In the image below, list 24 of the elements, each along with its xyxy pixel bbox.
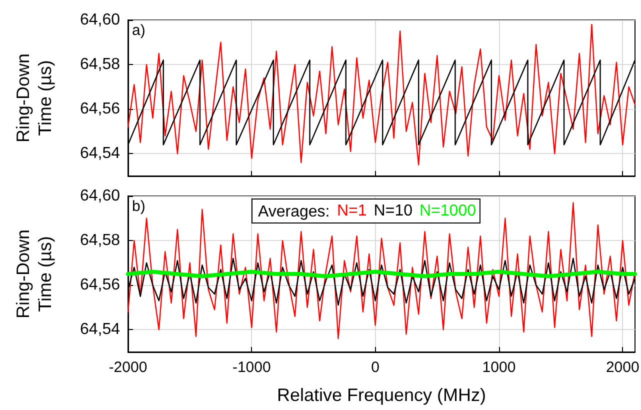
- x-axis-title: Relative Frequency (MHz): [276, 385, 486, 405]
- y-tick-label: 64,58: [80, 232, 120, 250]
- x-tick-label: 2000: [606, 359, 640, 376]
- y-tick-label: 64,58: [80, 56, 120, 74]
- x-tick-label: 1000: [482, 359, 516, 376]
- y-tick-label: 64,60: [80, 12, 120, 28]
- x-tick-label: -1000: [232, 359, 271, 376]
- y-axis-title: Ring-Down Time (µs): [13, 53, 55, 143]
- y-tick-label: 64,54: [80, 145, 120, 162]
- y-tick-label: 64,56: [80, 100, 120, 118]
- text: N=1000: [419, 202, 476, 220]
- series-label: N=1: [337, 202, 367, 220]
- annotation: b): [132, 198, 146, 215]
- line-series: [127, 202, 636, 340]
- x-tick-label: -2000: [108, 359, 148, 376]
- x-tick-label: 0: [371, 359, 380, 376]
- y-tick-label: 64,60: [80, 188, 120, 204]
- legend-title: Averages:: [258, 204, 330, 220]
- y-tick-label: 64,54: [80, 321, 120, 338]
- text: N=10: [374, 202, 413, 220]
- y-tick-label: 64,56: [80, 276, 120, 294]
- line-series: [127, 24, 636, 166]
- y-axis-title: Ring-Down Time (µs): [13, 229, 55, 319]
- annotation: a): [132, 22, 146, 39]
